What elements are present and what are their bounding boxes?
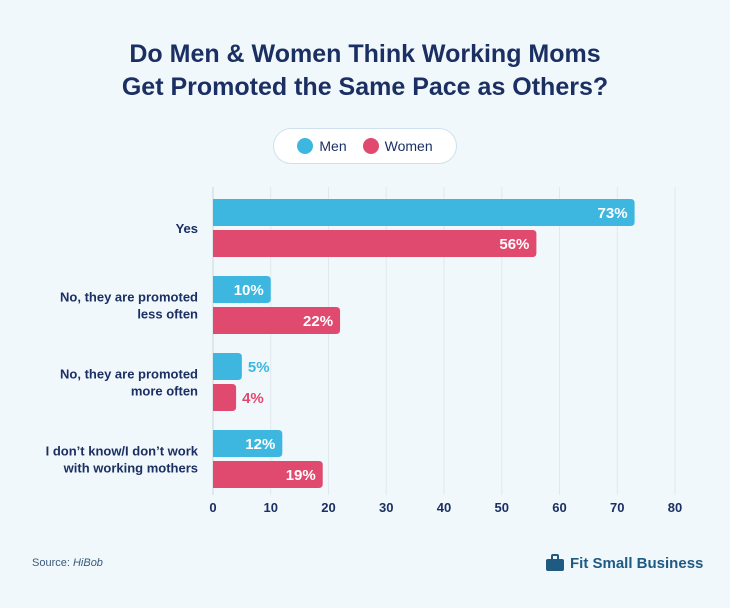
category-label: less often <box>137 307 198 322</box>
chart-title: Do Men & Women Think Working Moms Get Pr… <box>0 38 730 104</box>
x-tick-label: 60 <box>552 500 566 515</box>
data-label: 56% <box>499 236 529 253</box>
legend: Men Women <box>273 128 457 164</box>
category-label: more often <box>131 384 198 399</box>
legend-label: Men <box>319 138 347 154</box>
data-label: 19% <box>286 467 316 484</box>
x-tick-label: 20 <box>321 500 335 515</box>
title-line: Do Men & Women Think Working Moms <box>129 40 601 68</box>
category-label: No, they are promoted <box>60 367 198 382</box>
x-tick-label: 70 <box>610 500 624 515</box>
bar-women <box>213 384 237 411</box>
x-tick-label: 80 <box>668 500 682 515</box>
category-label: Yes <box>176 221 198 236</box>
data-label: 73% <box>598 205 628 222</box>
source-note: Source: HiBob <box>32 557 103 569</box>
bar-men <box>213 430 283 457</box>
bar-women <box>213 461 323 488</box>
bar-men <box>213 276 271 303</box>
brand-logo: Fit Small Business <box>545 554 703 572</box>
data-label: 5% <box>248 359 270 376</box>
source-name: HiBob <box>72 557 103 569</box>
briefcase-icon <box>546 554 564 571</box>
legend-swatch-women <box>362 138 379 154</box>
x-tick-label: 0 <box>209 500 216 515</box>
category-label: I don’t know/I don’t work <box>46 444 199 459</box>
data-label: 22% <box>303 313 333 330</box>
bar-women <box>213 230 537 257</box>
category-label: No, they are promoted <box>60 290 198 305</box>
brand-name: Fit Small Business <box>570 554 704 572</box>
bar-women <box>213 307 341 334</box>
legend-swatch-men <box>297 138 314 154</box>
legend-item-women: Women <box>362 138 433 154</box>
data-label: 4% <box>242 390 264 407</box>
legend-label: Women <box>384 138 433 154</box>
data-label: 12% <box>245 436 275 453</box>
bar-men <box>213 199 635 226</box>
x-tick-label: 50 <box>495 500 509 515</box>
title-line: Get Promoted the Same Pace as Others? <box>121 73 609 101</box>
x-tick-label: 30 <box>379 500 393 515</box>
source-label: Source: <box>32 557 73 569</box>
x-tick-label: 10 <box>264 500 278 515</box>
legend-item-men: Men <box>297 138 347 154</box>
data-label: 10% <box>234 282 264 299</box>
category-label: with working mothers <box>63 461 198 476</box>
bar-men <box>213 353 242 380</box>
x-tick-label: 40 <box>437 500 451 515</box>
